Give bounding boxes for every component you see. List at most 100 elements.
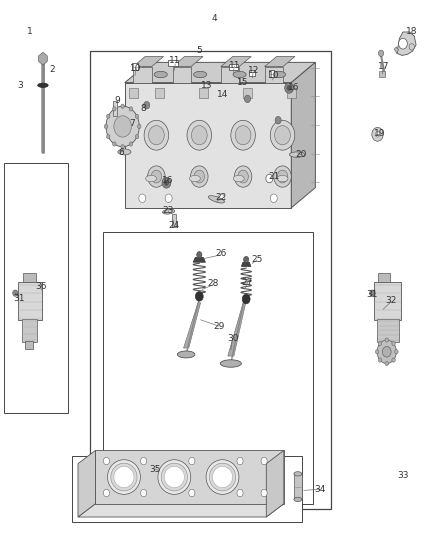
Text: 34: 34 — [314, 485, 325, 494]
Circle shape — [189, 489, 195, 497]
Circle shape — [375, 132, 380, 137]
Circle shape — [287, 85, 291, 91]
Ellipse shape — [177, 351, 195, 358]
Bar — [379, 71, 385, 77]
Ellipse shape — [212, 466, 233, 488]
Bar — [90, 51, 331, 509]
Circle shape — [106, 114, 110, 118]
Text: 2: 2 — [49, 65, 55, 74]
Circle shape — [164, 180, 169, 185]
Polygon shape — [265, 56, 295, 67]
Ellipse shape — [189, 175, 200, 182]
Text: 1: 1 — [27, 28, 33, 36]
Circle shape — [395, 350, 398, 354]
Circle shape — [237, 457, 243, 465]
Ellipse shape — [108, 459, 140, 495]
Circle shape — [187, 120, 212, 150]
Bar — [374, 282, 401, 320]
Polygon shape — [133, 67, 152, 83]
Ellipse shape — [209, 463, 236, 491]
Polygon shape — [266, 450, 284, 517]
Text: 10: 10 — [268, 71, 280, 80]
Bar — [113, 101, 117, 116]
Circle shape — [129, 142, 133, 146]
Circle shape — [372, 127, 383, 141]
Text: 5: 5 — [196, 46, 202, 55]
Circle shape — [104, 124, 108, 128]
Circle shape — [144, 120, 169, 150]
Circle shape — [162, 177, 171, 188]
Circle shape — [378, 341, 381, 345]
Bar — [287, 88, 296, 98]
Circle shape — [231, 120, 255, 150]
Bar — [243, 88, 252, 98]
Ellipse shape — [114, 466, 134, 488]
Polygon shape — [184, 303, 201, 348]
Bar — [377, 319, 399, 342]
Text: 16: 16 — [288, 83, 300, 92]
Bar — [22, 319, 37, 342]
Bar — [4, 163, 68, 413]
Ellipse shape — [161, 463, 187, 491]
Text: 19: 19 — [374, 129, 385, 138]
Polygon shape — [95, 450, 284, 504]
Text: 10: 10 — [130, 64, 141, 72]
Circle shape — [399, 38, 407, 49]
Text: 24: 24 — [168, 221, 180, 230]
Text: 17: 17 — [378, 62, 389, 71]
Circle shape — [197, 252, 202, 258]
Circle shape — [194, 170, 205, 183]
Circle shape — [191, 126, 207, 145]
Circle shape — [103, 457, 110, 465]
Circle shape — [244, 256, 249, 263]
Text: 11: 11 — [229, 61, 240, 69]
Text: 11: 11 — [170, 56, 181, 65]
Circle shape — [135, 134, 139, 139]
Circle shape — [370, 290, 375, 296]
Circle shape — [270, 120, 295, 150]
Polygon shape — [78, 504, 284, 517]
Ellipse shape — [118, 149, 131, 155]
Ellipse shape — [154, 71, 167, 78]
Circle shape — [139, 194, 146, 203]
Text: 29: 29 — [213, 322, 225, 330]
Polygon shape — [173, 67, 191, 83]
Polygon shape — [39, 52, 47, 65]
Circle shape — [242, 294, 250, 304]
Text: 25: 25 — [251, 255, 263, 263]
Text: 30: 30 — [227, 334, 238, 343]
Circle shape — [261, 489, 267, 497]
Polygon shape — [221, 67, 239, 83]
Polygon shape — [394, 47, 399, 53]
Text: 36: 36 — [35, 282, 46, 291]
Bar — [25, 341, 33, 349]
Circle shape — [266, 174, 273, 183]
Circle shape — [138, 124, 141, 128]
Circle shape — [195, 292, 203, 301]
Text: 20: 20 — [295, 150, 307, 159]
Polygon shape — [125, 62, 315, 83]
Polygon shape — [78, 450, 95, 517]
Text: 31: 31 — [13, 294, 25, 303]
Polygon shape — [241, 262, 251, 266]
Circle shape — [234, 166, 252, 187]
Polygon shape — [265, 67, 283, 83]
Circle shape — [191, 166, 208, 187]
Circle shape — [392, 358, 396, 362]
Circle shape — [378, 358, 381, 362]
Ellipse shape — [272, 71, 286, 78]
Circle shape — [129, 107, 133, 111]
Circle shape — [409, 44, 414, 50]
Circle shape — [148, 126, 164, 145]
Circle shape — [121, 144, 124, 149]
Circle shape — [237, 489, 243, 497]
Circle shape — [141, 489, 147, 497]
Ellipse shape — [206, 459, 239, 495]
Text: 33: 33 — [397, 471, 409, 480]
Ellipse shape — [38, 83, 48, 87]
Circle shape — [285, 83, 293, 93]
Circle shape — [135, 114, 139, 118]
Bar — [103, 232, 313, 504]
Text: 4: 4 — [212, 14, 217, 23]
Ellipse shape — [289, 152, 305, 157]
